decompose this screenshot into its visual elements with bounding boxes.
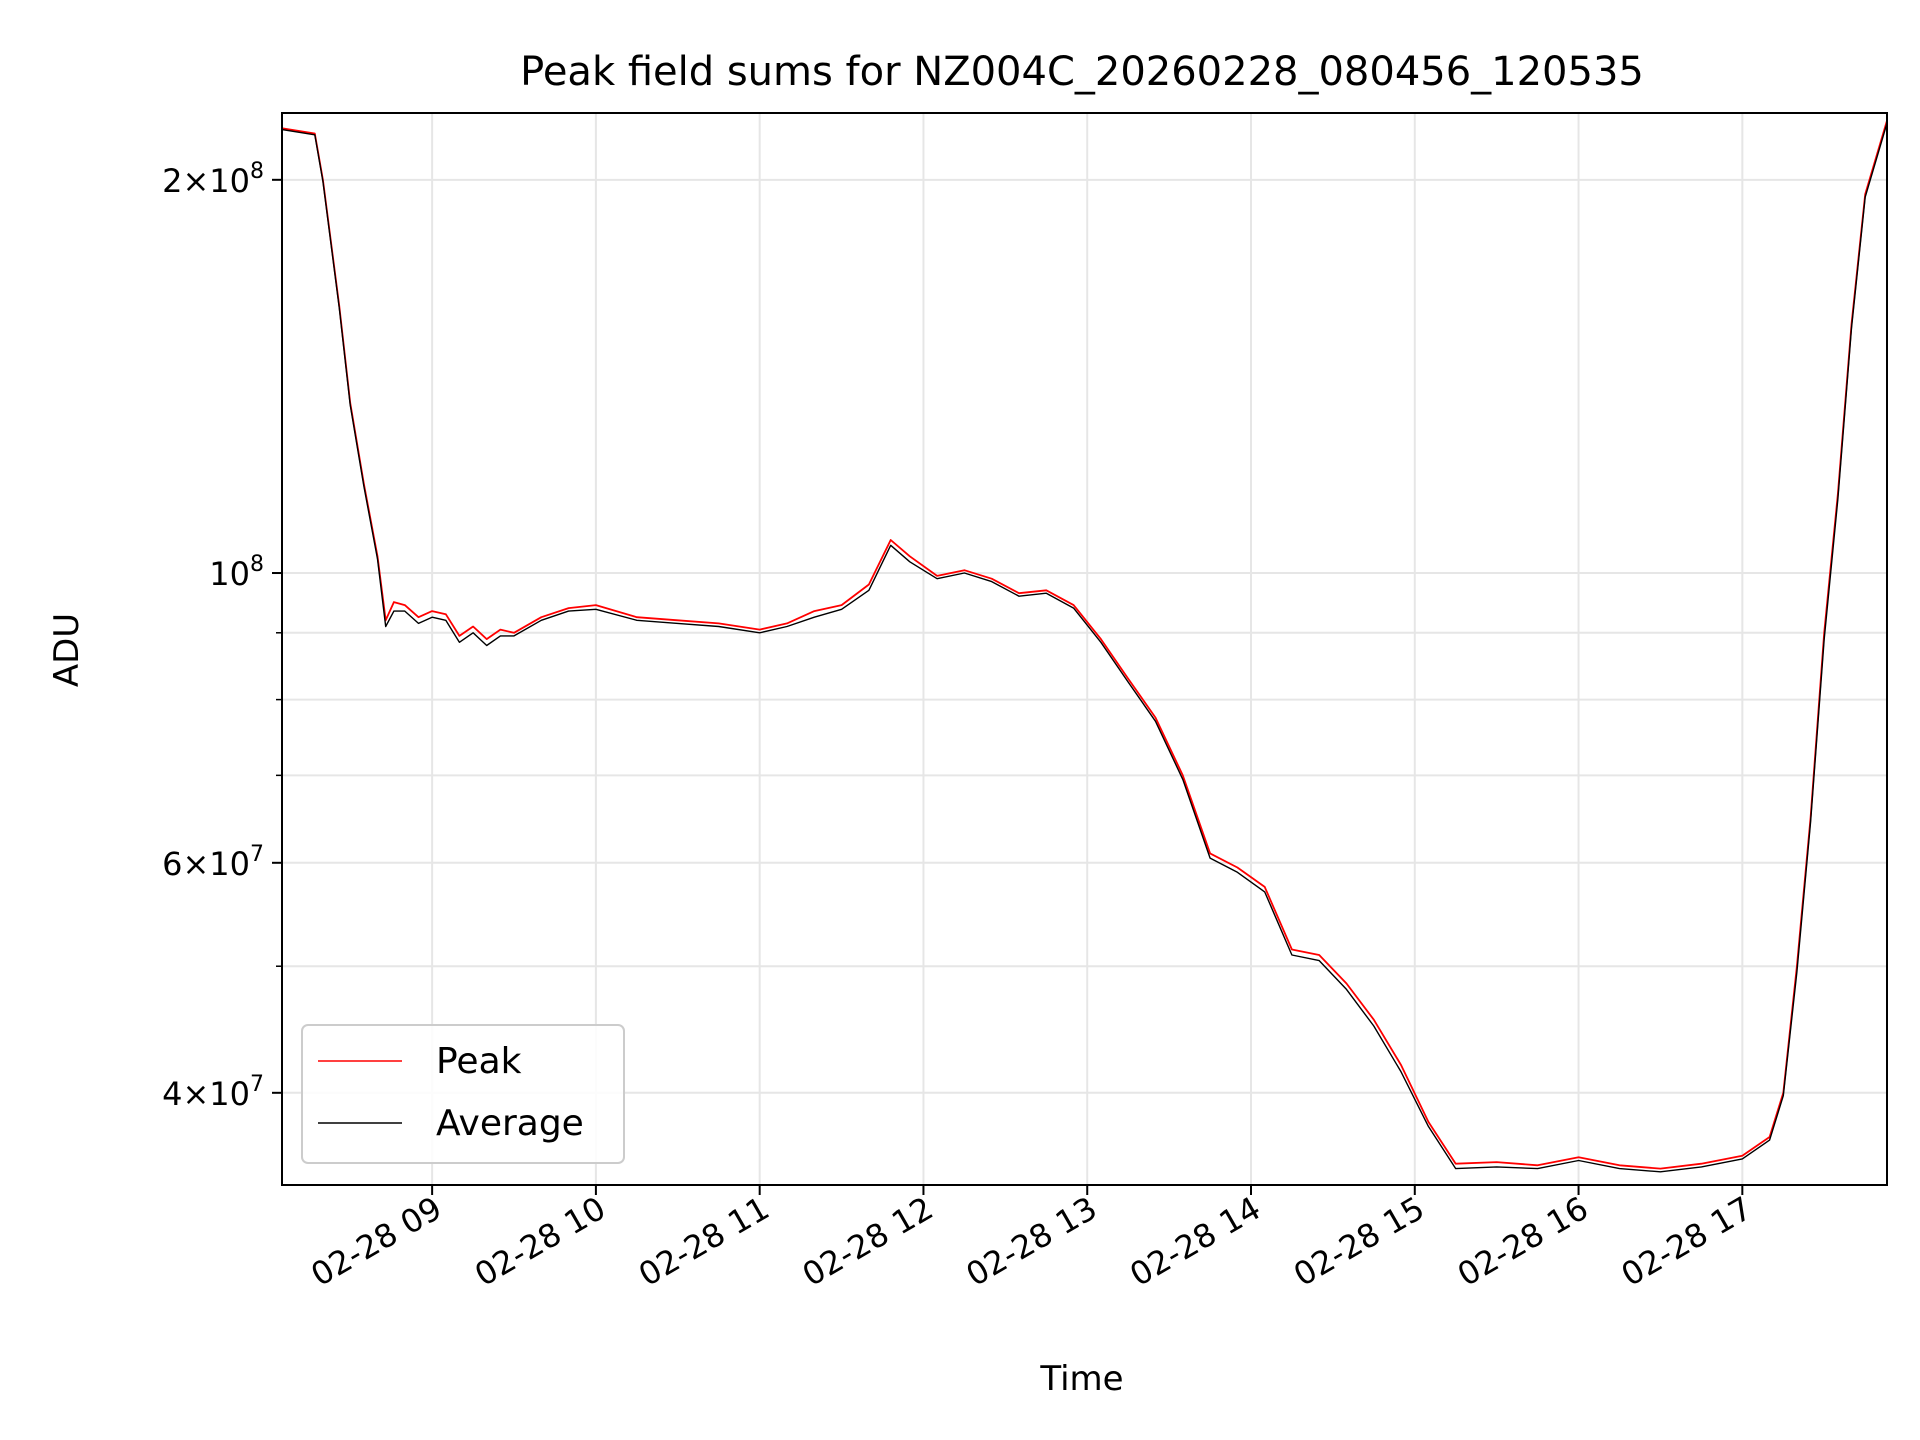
grid-lines [282, 113, 1887, 1185]
y-tick-mantissa: 2 [162, 162, 182, 200]
y-tick-mantissa: 6 [162, 845, 182, 883]
plot-series [281, 120, 1888, 1173]
y-tick-base: 10 [209, 555, 250, 593]
legend: Peak Average [301, 1024, 625, 1164]
y-tick-base: 10 [209, 162, 250, 200]
y-tick-exponent: 7 [250, 842, 264, 867]
chart-title: Peak field sums for NZ004C_20260228_0804… [520, 49, 1644, 95]
legend-label-average: Average [436, 1103, 584, 1144]
y-tick-label: 108 [209, 552, 264, 593]
y-tick-times: × [182, 845, 209, 883]
series-line-peak [281, 120, 1888, 1170]
y-tick-label: 6×107 [162, 842, 264, 883]
y-tick-exponent: 8 [250, 552, 264, 577]
y-tick-label: 4×107 [162, 1072, 264, 1113]
y-tick-base: 10 [209, 845, 250, 883]
y-axis-label: ADU [47, 613, 87, 687]
y-tick-label: 2×108 [162, 159, 264, 200]
y-tick-exponent: 8 [250, 159, 264, 184]
y-tick-base: 10 [209, 1075, 250, 1113]
y-tick-exponent: 7 [250, 1072, 264, 1097]
legend-box [301, 1024, 625, 1164]
x-axis-label: Time [1039, 1359, 1123, 1399]
y-tick-mantissa: 4 [162, 1075, 182, 1113]
legend-label-peak: Peak [436, 1041, 522, 1082]
plot-area-frame [281, 112, 1888, 1186]
y-tick-times: × [182, 162, 209, 200]
y-tick-times: × [182, 1075, 209, 1113]
series-line-average [281, 123, 1888, 1173]
